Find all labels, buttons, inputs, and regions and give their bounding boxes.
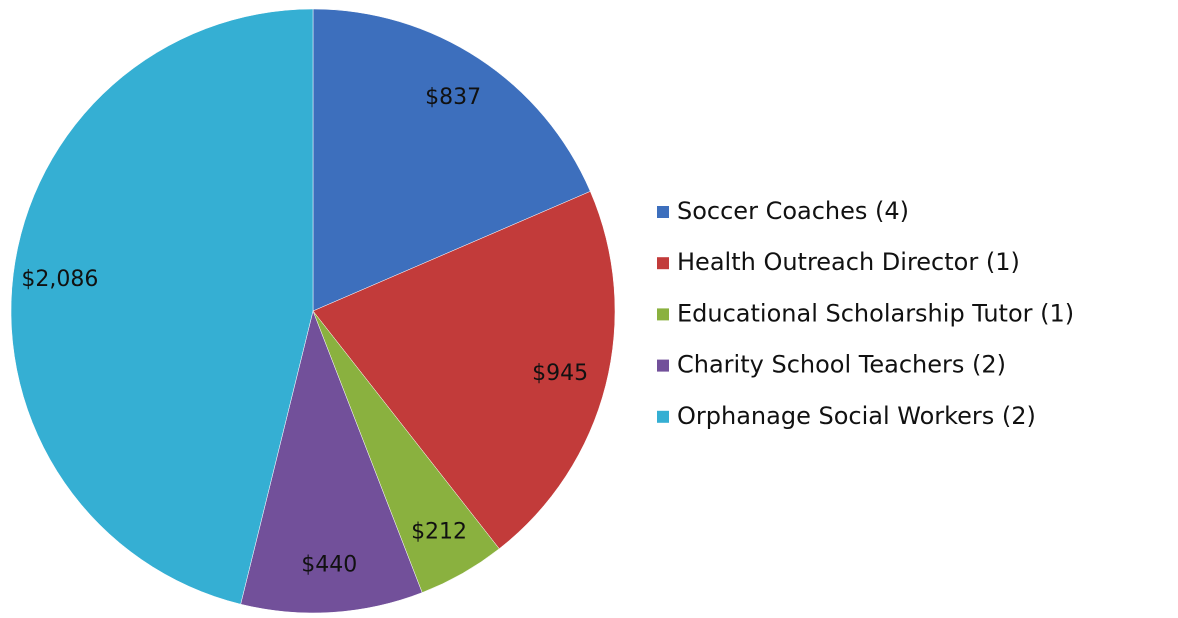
legend-label: Educational Scholarship Tutor (1) [677,299,1074,327]
value-label: $945 [532,361,588,386]
legend-label: Soccer Coaches (4) [677,197,909,225]
legend-swatch [657,308,669,321]
pie-slice [10,8,314,605]
pie-slice [240,310,423,614]
value-label: $440 [301,552,357,577]
legend-label: Charity School Teachers (2) [677,351,1006,379]
value-label: $212 [411,520,467,545]
legend-swatch [657,206,669,218]
pie-slice [312,191,616,550]
legend-label: Health Outreach Director (1) [677,248,1020,276]
legend-swatch [657,257,669,270]
legend-swatch [657,410,669,423]
value-label: $837 [425,85,481,110]
value-label: $2,086 [21,267,98,292]
legend-swatch [657,359,669,372]
pie-slice [312,8,591,312]
legend-label: Orphanage Social Workers (2) [677,402,1036,430]
